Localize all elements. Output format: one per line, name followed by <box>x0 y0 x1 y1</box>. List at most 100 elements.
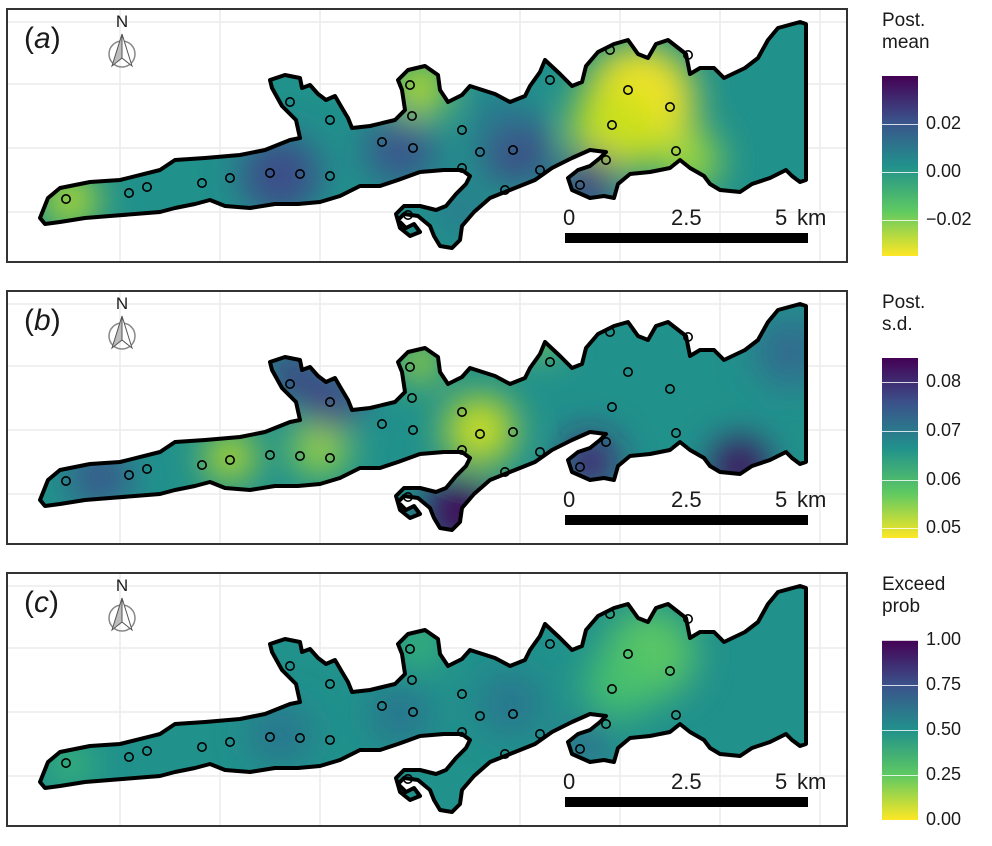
sampling-station <box>124 470 135 481</box>
sampling-station <box>294 451 305 462</box>
sampling-station <box>507 709 518 720</box>
field-hotspot <box>250 704 310 764</box>
sampling-station <box>544 639 555 650</box>
sampling-station <box>284 379 295 390</box>
sampling-station <box>284 97 295 108</box>
sampling-station <box>534 165 545 176</box>
sampling-station <box>376 137 387 148</box>
sampling-station <box>406 675 417 686</box>
sampling-station <box>544 75 555 86</box>
legend-title: mean <box>882 32 930 53</box>
north-label: N <box>115 294 129 313</box>
sampling-station <box>142 746 153 757</box>
sampling-station <box>456 445 467 456</box>
scale-tick: 2.5 <box>671 487 702 512</box>
sampling-station <box>404 644 415 655</box>
north-label: N <box>115 12 129 31</box>
sampling-station <box>60 476 71 487</box>
field-hotspot <box>480 674 540 734</box>
sampling-station <box>499 749 510 760</box>
north-arrow: N <box>104 12 140 68</box>
sampling-station <box>604 608 615 619</box>
sampling-station <box>284 661 295 672</box>
scale-tick: 5 <box>775 769 788 794</box>
sampling-station <box>264 168 275 179</box>
sampling-station <box>474 429 485 440</box>
sampling-station <box>294 169 305 180</box>
sampling-station <box>324 453 335 464</box>
colorbar-tick-label: 0.25 <box>926 764 962 784</box>
sampling-station <box>622 367 633 378</box>
sampling-station <box>406 393 417 404</box>
colorbar-tick-label: 0.75 <box>926 674 962 694</box>
sampling-station <box>534 729 545 740</box>
colorbar-legend: Post. mean 0.02 0.00 −0.02 <box>882 10 987 272</box>
sampling-station <box>456 163 467 174</box>
sampling-station <box>622 85 633 96</box>
colorbar-tick <box>882 775 918 776</box>
north-arrow-icon <box>108 597 136 632</box>
colorbar-tick <box>882 640 918 641</box>
field-hotspot <box>240 135 320 215</box>
lake-outline <box>38 20 808 250</box>
sampling-station <box>499 185 510 196</box>
sampling-station <box>574 462 585 473</box>
panel-c: (c) N 0 2.5 5 km Exceed prob 1.00 0.75 0.50 0.25 0.0… <box>0 564 992 846</box>
colorbar-tick <box>882 480 918 481</box>
colorbar-tick-label: 0.05 <box>926 517 962 537</box>
colorbar-tick <box>882 528 918 529</box>
sampling-station <box>664 384 675 395</box>
colorbar-tick <box>882 730 918 731</box>
sampling-station <box>324 115 335 126</box>
sampling-station <box>402 210 413 221</box>
colorbar-tick <box>882 124 918 125</box>
colorbar-tick <box>882 382 918 383</box>
colorbar <box>882 76 918 256</box>
scale-bar-line <box>565 515 808 525</box>
colorbar-tick <box>882 220 918 221</box>
field-hotspot <box>292 419 348 475</box>
scale-bar: 0 2.5 5 km <box>563 769 845 809</box>
scale-tick: 5 <box>775 487 788 512</box>
sampling-station <box>456 689 467 700</box>
field-hotspot <box>372 686 428 742</box>
sampling-station <box>406 111 417 122</box>
scale-unit: km <box>797 487 827 512</box>
colorbar-tick <box>882 172 918 173</box>
sampling-station <box>407 425 418 436</box>
sampling-station <box>376 701 387 712</box>
sampling-station <box>544 357 555 368</box>
colorbar-tick-label: 0.50 <box>926 719 962 739</box>
scale-tick: 0 <box>563 769 576 794</box>
sampling-station <box>622 649 633 660</box>
sampling-station <box>604 44 615 55</box>
sampling-station <box>574 744 585 755</box>
sampling-station <box>142 182 153 193</box>
field-hotspot <box>585 649 655 719</box>
scale-tick: 2.5 <box>671 769 702 794</box>
sampling-station <box>507 145 518 156</box>
legend-title: s.d. <box>882 314 913 335</box>
sampling-station <box>499 467 510 478</box>
sampling-station <box>407 707 418 718</box>
sampling-station <box>404 80 415 91</box>
sampling-station <box>197 460 208 471</box>
sampling-station <box>664 102 675 113</box>
sampling-station <box>225 173 236 184</box>
sampling-station <box>294 733 305 744</box>
sampling-station <box>264 450 275 461</box>
colorbar-tick-label: 0.07 <box>926 420 962 440</box>
scale-bar: 0 2.5 5 km <box>563 487 845 527</box>
scale-unit: km <box>797 205 827 230</box>
north-arrow-icon <box>108 315 136 350</box>
sampling-station <box>664 666 675 677</box>
legend-title: Exceed <box>882 574 946 595</box>
colorbar-tick <box>882 685 918 686</box>
colorbar-tick <box>882 431 918 432</box>
north-arrow-icon <box>108 33 136 68</box>
sampling-station <box>456 125 467 136</box>
scale-tick: 0 <box>563 205 576 230</box>
sampling-station <box>600 719 611 730</box>
field-hotspot <box>205 432 255 482</box>
sampling-station <box>600 437 611 448</box>
